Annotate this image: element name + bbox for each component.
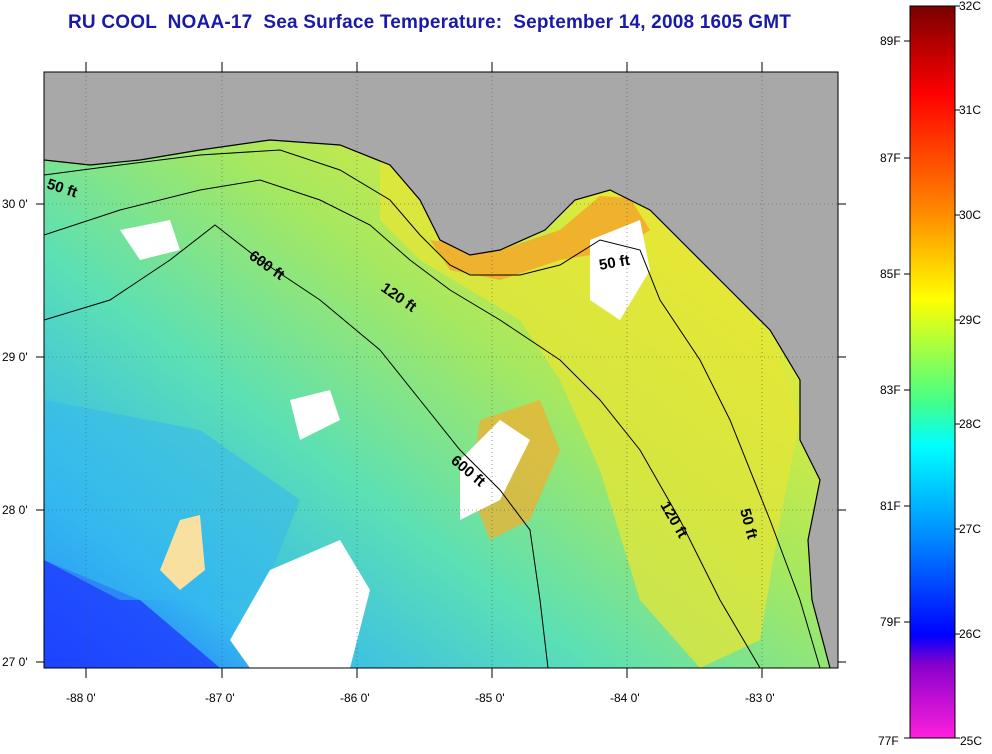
colorbar-fahrenheit-label: 81F xyxy=(880,499,901,513)
graticule xyxy=(44,72,838,668)
land-mass-south xyxy=(808,480,838,668)
colorbar-celsius-label: 32C xyxy=(959,0,981,13)
colorbar-fahrenheit-label: 89F xyxy=(880,34,901,48)
colorbar-celsius-label: 28C xyxy=(959,417,981,431)
depth-contours xyxy=(44,149,821,668)
contour-label: 50 ft xyxy=(598,252,631,274)
lon-label: -88 0' xyxy=(66,691,96,705)
colorbar-celsius-label: 25C xyxy=(960,734,982,748)
colorbar-fahrenheit-label: 87F xyxy=(880,151,901,165)
color-scale: 32C 31C 30C 29C 28C 27C 26C 25C 89F 87F … xyxy=(878,0,982,748)
colorbar xyxy=(909,5,956,739)
cold-southwest xyxy=(44,560,220,668)
cool-west xyxy=(44,400,300,600)
lat-label: 29 0' xyxy=(2,350,28,364)
lon-label: -86 0' xyxy=(340,691,370,705)
map-frame xyxy=(43,71,839,669)
cloud-cover xyxy=(120,220,650,668)
colorbar-celsius-label: 30C xyxy=(959,208,981,222)
lon-label: -83 0' xyxy=(745,691,775,705)
colorbar-celsius-label: 31C xyxy=(959,103,981,117)
colorbar-celsius-label: 26C xyxy=(959,627,981,641)
land-mass xyxy=(44,72,838,480)
lon-label: -85 0' xyxy=(475,691,505,705)
lon-label: -84 0' xyxy=(610,691,640,705)
colorbar-fahrenheit-label: 79F xyxy=(880,615,901,629)
warm-coastal-band xyxy=(430,196,650,280)
lat-label: 30 0' xyxy=(2,197,28,211)
colorbar-fahrenheit-label: 85F xyxy=(880,267,901,281)
axis-ticks xyxy=(36,62,846,678)
coastline xyxy=(44,139,831,668)
lat-label: 27 0' xyxy=(2,655,28,669)
lon-label: -87 0' xyxy=(205,691,235,705)
map-area: 50 ft 600 ft 120 ft 50 ft 600 ft 120 ft … xyxy=(44,72,838,668)
colorbar-fahrenheit-label: 77F xyxy=(878,734,899,748)
colorbar-fahrenheit-label: 83F xyxy=(880,383,901,397)
colorbar-celsius-label: 27C xyxy=(959,522,981,536)
lat-label: 28 0' xyxy=(2,503,28,517)
colorbar-celsius-label: 29C xyxy=(959,313,981,327)
map-title: RU COOL NOAA-17 Sea Surface Temperature:… xyxy=(68,12,792,33)
warm-shelf-region xyxy=(380,160,800,668)
